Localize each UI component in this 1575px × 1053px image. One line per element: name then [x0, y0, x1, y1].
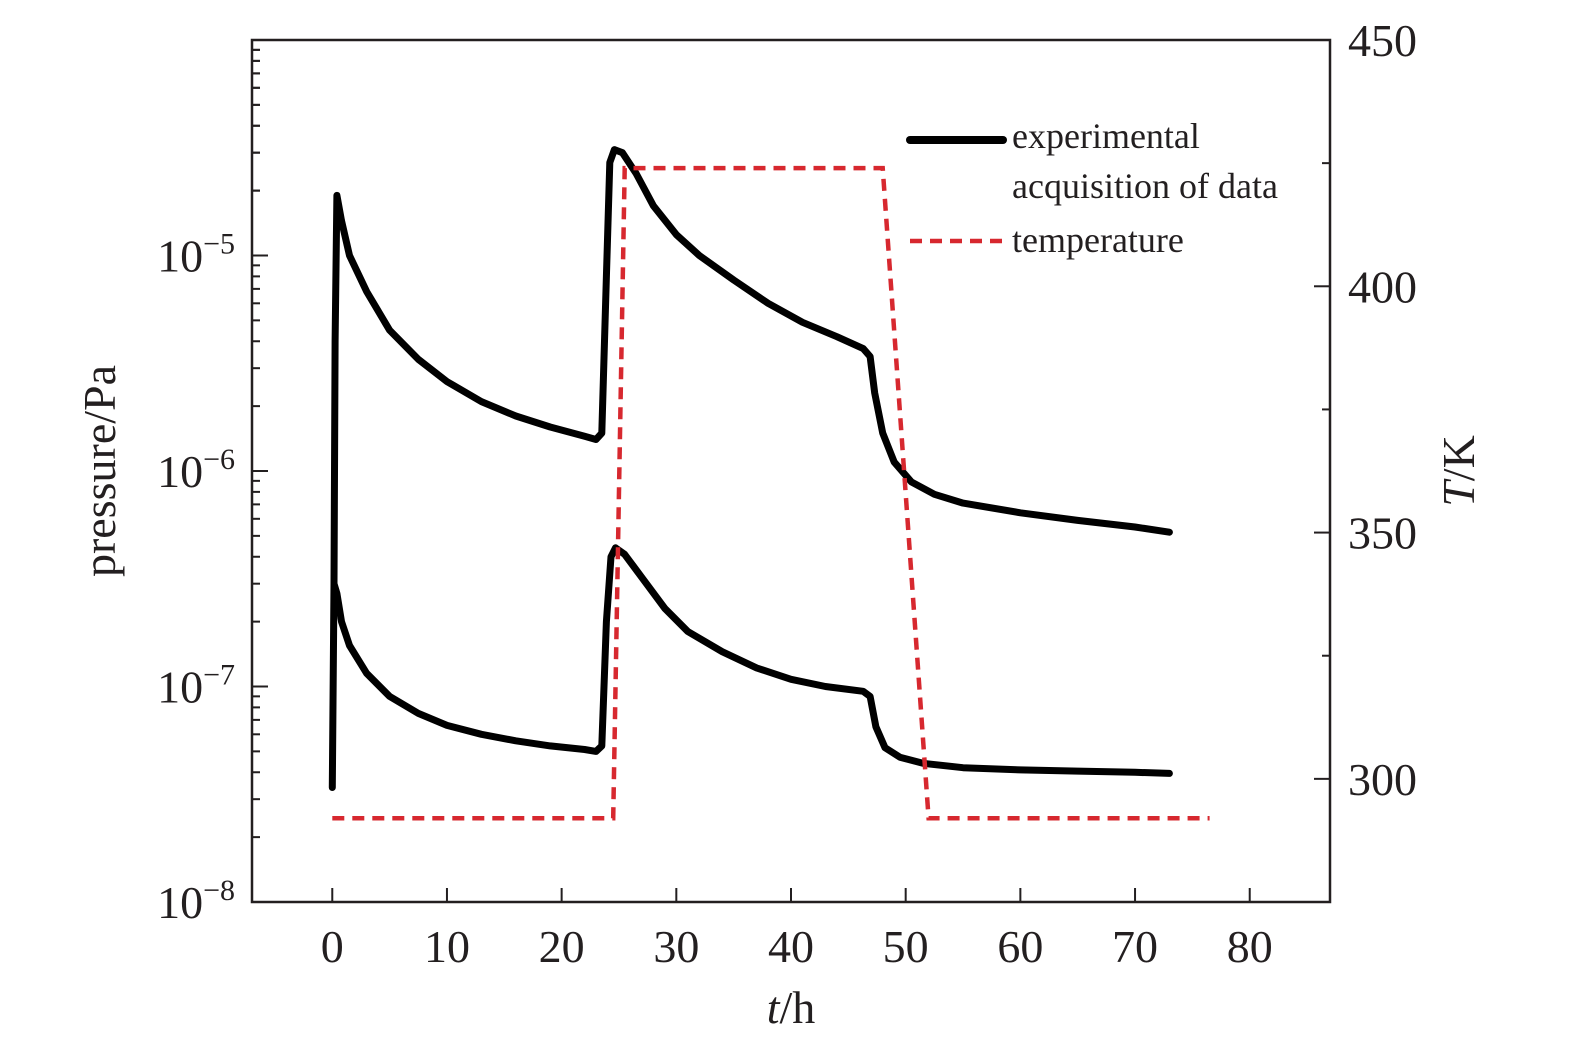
right-y-axis-label: T/K: [1433, 435, 1484, 507]
x-tick-label: 80: [1227, 921, 1273, 972]
x-tick-label: 40: [768, 921, 814, 972]
left-y-axis-label: pressure/Pa: [74, 365, 125, 577]
x-tick-label: 70: [1112, 921, 1158, 972]
x-tick-label: 50: [883, 921, 929, 972]
pressure-series-group: [328, 146, 1173, 791]
x-tick-label: 30: [653, 921, 699, 972]
y-right-tick-label: 450: [1348, 15, 1417, 66]
x-axis: 0 10 20 30 40 50 60 70 80: [321, 888, 1273, 972]
pressure-series-line-upper: [328, 146, 1173, 791]
y-left-tick-label: 10−7: [157, 659, 235, 713]
x-tick-label: 20: [539, 921, 585, 972]
pressure-series-line-lower: [330, 544, 1173, 777]
legend-label-temperature: temperature: [1012, 220, 1184, 260]
x-tick-label: 10: [424, 921, 470, 972]
y-right-tick-label: 350: [1348, 508, 1417, 559]
y-left-tick-label: 10−5: [157, 228, 235, 282]
x-tick-label: 0: [321, 921, 344, 972]
legend-label-pressure-line1: experimental: [1012, 116, 1200, 156]
y-left-tick-label: 10−8: [157, 874, 235, 928]
temperature-series-group: [332, 165, 1210, 821]
y-right-tick-label: 300: [1348, 754, 1417, 805]
x-axis-label: t/h: [767, 982, 816, 1033]
legend-label-pressure-line2: acquisition of data: [1012, 166, 1278, 206]
x-tick-label: 60: [997, 921, 1043, 972]
temperature-series-line: [332, 165, 1210, 821]
y-left-tick-label: 10−6: [157, 443, 235, 497]
y-right-tick-label: 400: [1348, 261, 1417, 312]
left-y-axis: 10−8 10−7 10−6 10−5: [157, 48, 268, 928]
legend: experimental acquisition of data tempera…: [906, 116, 1278, 260]
right-y-axis: 300 350 400 450: [1314, 15, 1417, 903]
